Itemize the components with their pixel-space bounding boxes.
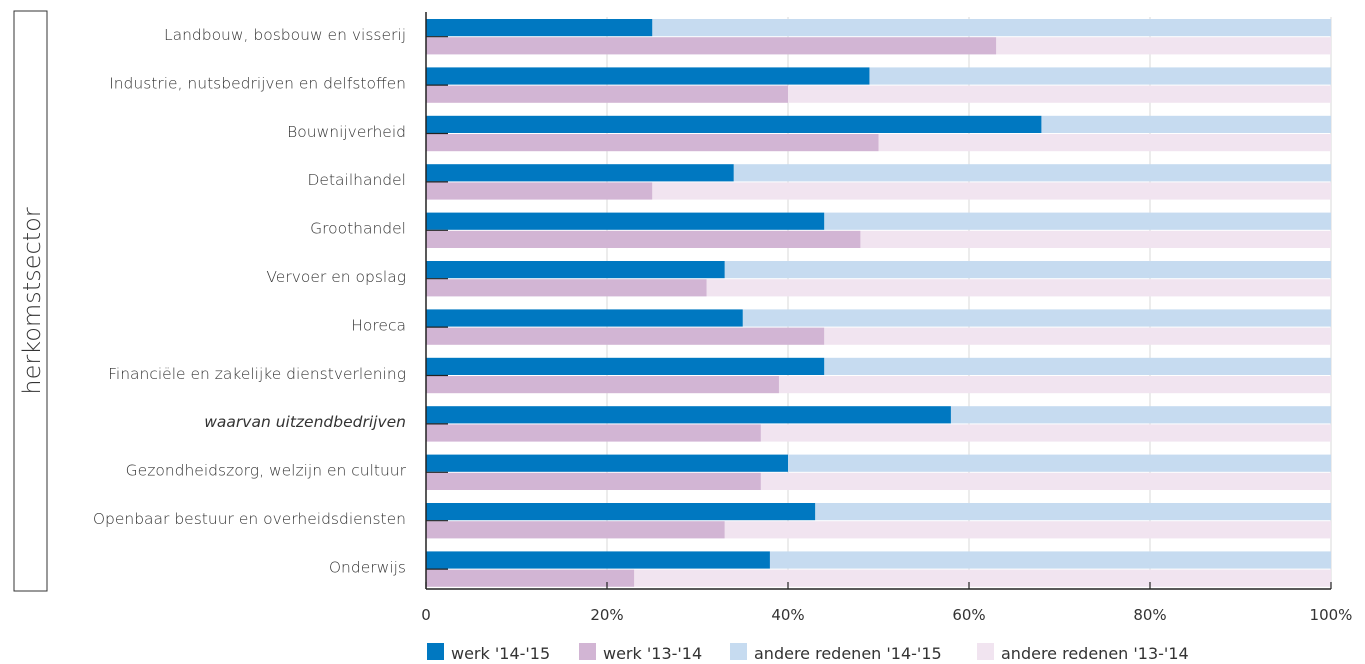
bar-werk-13-14-11 — [426, 569, 635, 587]
bars — [426, 19, 1331, 587]
bar-werk-13-14-2 — [426, 134, 879, 152]
bar-werk-14-15-0 — [426, 19, 653, 37]
bar-rest-14-15-8 — [950, 406, 1331, 424]
bar-rest-14-15-2 — [1041, 115, 1331, 133]
legend-swatch-3 — [977, 643, 994, 660]
bar-werk-13-14-6 — [426, 327, 825, 345]
category-label-3: Detailhandel — [308, 171, 407, 189]
bar-rest-14-15-3 — [733, 164, 1331, 182]
bar-werk-13-14-5 — [426, 279, 707, 297]
legend-label-1: werk '13-'14 — [603, 644, 702, 663]
category-label-9: Gezondheidszorg, welzijn en cultuur — [126, 462, 407, 480]
bar-rest-13-14-9 — [760, 472, 1331, 490]
bar-werk-13-14-8 — [426, 424, 761, 442]
bar-rest-14-15-4 — [824, 212, 1331, 230]
y-axis-title: herkomstsector — [18, 207, 46, 394]
x-tick-label-0: 0 — [421, 606, 431, 624]
bar-rest-13-14-3 — [652, 182, 1331, 200]
bar-werk-14-15-5 — [426, 261, 725, 279]
bar-werk-13-14-3 — [426, 182, 653, 200]
category-label-6: Horeca — [351, 316, 406, 334]
bar-rest-13-14-5 — [706, 279, 1331, 297]
category-label-0: Landbouw, bosbouw en visserij — [164, 26, 406, 44]
x-tick-label-3: 60% — [952, 606, 985, 624]
bar-rest-14-15-5 — [724, 261, 1331, 279]
bar-werk-14-15-2 — [426, 115, 1042, 133]
bar-werk-13-14-9 — [426, 472, 761, 490]
category-label-10: Openbaar bestuur en overheidsdiensten — [93, 510, 406, 528]
bar-rest-13-14-10 — [724, 521, 1331, 539]
axes — [425, 12, 1332, 590]
bar-rest-14-15-1 — [869, 67, 1331, 85]
bar-rest-13-14-8 — [760, 424, 1331, 442]
legend-swatch-1 — [579, 643, 596, 660]
x-tick-label-1: 20% — [590, 606, 623, 624]
bar-rest-13-14-1 — [788, 85, 1331, 103]
bar-rest-14-15-9 — [788, 454, 1331, 472]
bar-rest-13-14-7 — [778, 376, 1331, 394]
category-labels: Landbouw, bosbouw en visserij Industrie, … — [93, 26, 407, 576]
bar-werk-14-15-10 — [426, 503, 816, 521]
bar-rest-14-15-10 — [815, 503, 1331, 521]
gridlines — [606, 17, 1332, 589]
bar-rest-13-14-4 — [860, 230, 1331, 248]
x-tick-label-5: 100% — [1310, 606, 1353, 624]
bar-rest-13-14-11 — [634, 569, 1331, 587]
legend-label-3: andere redenen '13-'14 — [1001, 644, 1189, 663]
bar-werk-14-15-4 — [426, 212, 825, 230]
bar-werk-13-14-0 — [426, 37, 997, 55]
bar-werk-14-15-6 — [426, 309, 743, 327]
bar-rest-14-15-0 — [652, 19, 1331, 37]
x-tick-label-4: 80% — [1133, 606, 1166, 624]
bar-rest-14-15-6 — [742, 309, 1331, 327]
bar-werk-14-15-3 — [426, 164, 734, 182]
category-label-8: waarvan uitzendbedrijven — [204, 413, 406, 431]
bar-werk-14-15-7 — [426, 357, 825, 375]
bar-werk-13-14-1 — [426, 85, 788, 103]
bar-rest-13-14-2 — [878, 134, 1331, 152]
legend-label-0: werk '14-'15 — [451, 644, 550, 663]
category-label-5: Vervoer en opslag — [266, 268, 406, 286]
category-label-11: Onderwijs — [329, 558, 406, 576]
bar-werk-14-15-11 — [426, 551, 770, 569]
x-tick-label-2: 40% — [771, 606, 804, 624]
x-tick-labels: 0 20% 40% 60% 80% 100% — [421, 606, 1352, 624]
bar-werk-13-14-10 — [426, 521, 725, 539]
bar-rest-14-15-11 — [769, 551, 1331, 569]
legend-swatch-2 — [730, 643, 747, 660]
legend: werk '14-'15 werk '13-'14 andere redenen '… — [427, 643, 1189, 663]
bar-werk-13-14-7 — [426, 376, 779, 394]
legend-swatch-0 — [427, 643, 444, 660]
category-label-1: Industrie, nutsbedrijven en delfstoffen — [109, 74, 406, 92]
category-label-4: Groothandel — [310, 220, 406, 238]
legend-label-2: andere redenen '14-'15 — [754, 644, 942, 663]
bar-werk-14-15-8 — [426, 406, 951, 424]
bar-rest-13-14-0 — [996, 37, 1331, 55]
category-label-7: Financiële en zakelijke dienstverlening — [108, 365, 406, 383]
bar-werk-13-14-4 — [426, 230, 861, 248]
category-label-2: Bouwnijverheid — [287, 123, 406, 141]
bar-rest-14-15-7 — [824, 357, 1331, 375]
bar-werk-14-15-9 — [426, 454, 788, 472]
bar-rest-13-14-6 — [824, 327, 1331, 345]
ytitle-box — [13, 10, 48, 592]
bar-werk-14-15-1 — [426, 67, 870, 85]
